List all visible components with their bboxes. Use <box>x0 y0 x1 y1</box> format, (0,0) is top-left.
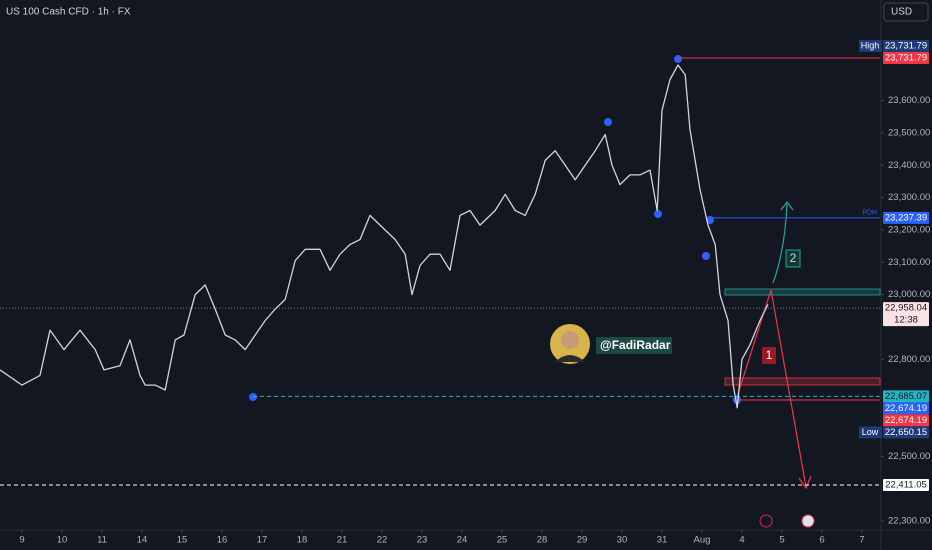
price-badge <box>883 402 929 415</box>
y-tick-label: 23,600.00 <box>888 95 930 106</box>
x-tick-label: Aug <box>694 535 711 546</box>
countdown: 12:38 <box>894 315 918 326</box>
price-badge <box>883 51 929 64</box>
price-badge-label: 23,731.79 <box>885 40 927 51</box>
author: @FadiRadar <box>600 338 671 352</box>
price-badge-label: 22,958.04 <box>885 303 927 314</box>
y-tick-label: 23,100.00 <box>888 257 930 268</box>
price-badge-label: 22,411.05 <box>885 480 927 491</box>
level-tag: Low <box>862 427 879 437</box>
scenario-arrow-up <box>772 203 788 284</box>
x-tick-label: 23 <box>417 535 428 546</box>
chart-title: US 100 Cash CFD · 1h · FX <box>6 7 131 18</box>
arrow-head <box>798 475 812 490</box>
price-badge <box>883 479 929 492</box>
price-badge <box>883 390 929 403</box>
y-tick-label: 22,300.00 <box>888 515 930 526</box>
x-tick-label: 28 <box>537 535 548 546</box>
x-tick-label: 17 <box>257 535 268 546</box>
x-tick-label: 16 <box>217 535 228 546</box>
currency-box[interactable] <box>883 2 929 22</box>
x-tick-label: 4 <box>739 535 744 546</box>
x-tick-label: 15 <box>177 535 188 546</box>
x-tick-label: 29 <box>577 535 588 546</box>
y-tick-label: 23,500.00 <box>888 127 930 138</box>
x-tick-label: 6 <box>819 535 824 546</box>
price-badge-label: 22,674.19 <box>885 415 927 426</box>
price-badge-label: 23,731.79 <box>885 52 927 63</box>
price-badge-label: 22,685.07 <box>885 391 927 402</box>
price-badge <box>883 211 929 224</box>
x-tick-label: 31 <box>657 535 668 546</box>
x-tick-label: 14 <box>137 535 148 546</box>
x-tick-label: 7 <box>859 535 864 546</box>
x-tick-label: 24 <box>457 535 468 546</box>
level-tag-box <box>859 426 882 439</box>
x-tick-label: 9 <box>19 535 24 546</box>
level-tag: PDH <box>862 210 877 217</box>
price-badge <box>883 426 929 439</box>
price-badge-label: 22,650.15 <box>885 427 927 438</box>
y-tick-label: 23,200.00 <box>888 224 930 235</box>
level-tag: High <box>861 40 880 50</box>
x-tick-label: 18 <box>297 535 308 546</box>
currency[interactable]: USD <box>891 7 912 18</box>
y-tick-label: 22,800.00 <box>888 354 930 365</box>
demand-zone <box>724 377 881 386</box>
scenario-2-box <box>785 249 801 268</box>
arrow-head <box>780 201 794 211</box>
x-tick-label: 5 <box>779 535 784 546</box>
price-badge <box>883 39 929 52</box>
event-icon[interactable] <box>759 514 773 528</box>
y-tick-label: 23,300.00 <box>888 192 930 203</box>
scenario-1-label: 1 <box>766 348 773 362</box>
avatar-body <box>555 355 585 362</box>
x-tick-label: 25 <box>497 535 508 546</box>
x-tick-label: 22 <box>377 535 388 546</box>
price-line <box>0 64 769 409</box>
scenario-arrow-down <box>736 289 807 488</box>
avatar-face <box>561 331 579 349</box>
author-box <box>596 337 672 354</box>
x-tick-label: 21 <box>337 535 348 546</box>
level-tag-box <box>859 39 882 52</box>
price-badge <box>883 302 929 327</box>
scenario-1-box <box>762 347 776 364</box>
x-tick-label: 10 <box>57 535 68 546</box>
price-badge-label: 22,674.19 <box>885 403 927 414</box>
y-tick-label: 23,000.00 <box>888 289 930 300</box>
price-badge <box>883 414 929 427</box>
supply-zone <box>724 288 881 296</box>
price-badge-label: 23,237.39 <box>885 212 927 223</box>
y-tick-label: 23,400.00 <box>888 160 930 171</box>
event-icon[interactable] <box>801 514 815 528</box>
x-tick-label: 11 <box>97 535 107 546</box>
scenario-2-label: 2 <box>790 251 797 265</box>
y-tick-label: 22,500.00 <box>888 451 930 462</box>
x-tick-label: 30 <box>617 535 628 546</box>
